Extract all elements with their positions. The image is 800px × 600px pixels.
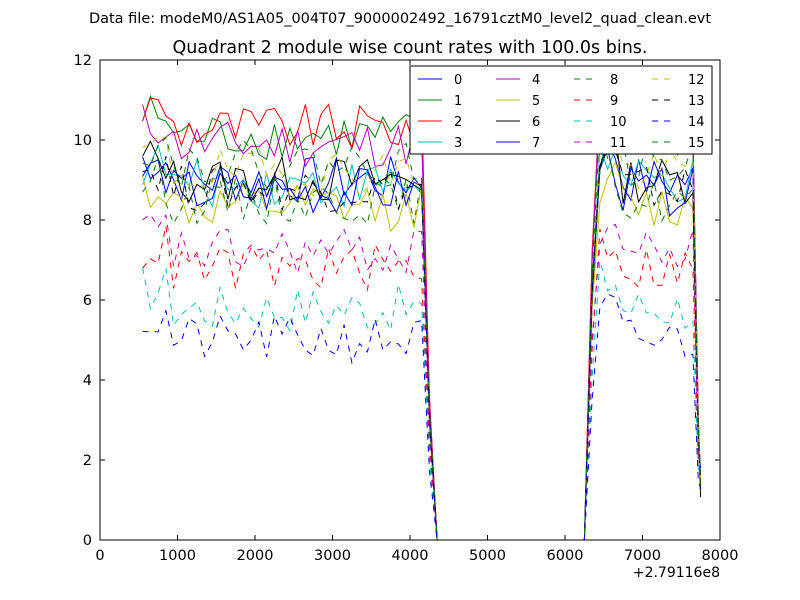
legend-label-0: 0: [454, 73, 462, 88]
x-axis-offset-label: +2.79116e8: [633, 565, 720, 581]
x-tick-label: 7000: [624, 548, 661, 564]
legend-label-9: 9: [610, 94, 618, 109]
series-line-5: [142, 160, 702, 541]
x-tick-label: 1000: [159, 548, 196, 564]
legend-label-7: 7: [532, 136, 540, 151]
legend-label-15: 15: [688, 136, 705, 151]
legend-label-13: 13: [688, 94, 705, 109]
x-tick-label: 2000: [237, 548, 274, 564]
series-line-6: [142, 127, 702, 541]
figure-suptitle: Data file: modeM0/AS1A05_004T07_90000024…: [89, 11, 711, 27]
series-line-12: [142, 135, 702, 541]
legend-label-6: 6: [532, 115, 540, 130]
series-line-14: [142, 293, 702, 541]
x-tick-label: 5000: [469, 548, 506, 564]
series-line-10: [142, 260, 702, 541]
legend-label-3: 3: [454, 136, 462, 151]
plot-lines: [142, 86, 702, 541]
legend-label-4: 4: [532, 73, 540, 88]
legend-label-10: 10: [610, 115, 627, 130]
x-tick-label: 3000: [314, 548, 351, 564]
legend-label-8: 8: [610, 73, 618, 88]
legend-label-11: 11: [610, 136, 627, 151]
legend-label-14: 14: [688, 115, 705, 130]
x-tick-label: 4000: [392, 548, 429, 564]
y-tick-label: 10: [74, 133, 92, 149]
legend-label-12: 12: [688, 73, 705, 88]
x-axis: 0 1000 2000 3000 4000 5000 6000 7000 8000: [95, 60, 738, 564]
series-line-3: [142, 143, 702, 541]
chart-title: Quadrant 2 module wise count rates with …: [173, 38, 648, 58]
y-tick-label: 12: [74, 53, 92, 69]
series-line-13: [142, 148, 702, 541]
x-tick-label: 0: [95, 548, 104, 564]
y-tick-label: 8: [83, 213, 92, 229]
legend-label-5: 5: [532, 94, 540, 109]
legend-label-2: 2: [454, 115, 462, 130]
legend-label-1: 1: [454, 94, 462, 109]
y-tick-label: 0: [83, 533, 92, 549]
series-line-7: [142, 146, 702, 541]
y-tick-label: 4: [83, 373, 92, 389]
x-tick-label: 6000: [547, 548, 584, 564]
y-tick-label: 6: [83, 293, 92, 309]
legend-box: [409, 65, 713, 155]
y-tick-label: 2: [83, 453, 92, 469]
series-line-9: [142, 225, 702, 541]
x-tick-label: 8000: [702, 548, 739, 564]
